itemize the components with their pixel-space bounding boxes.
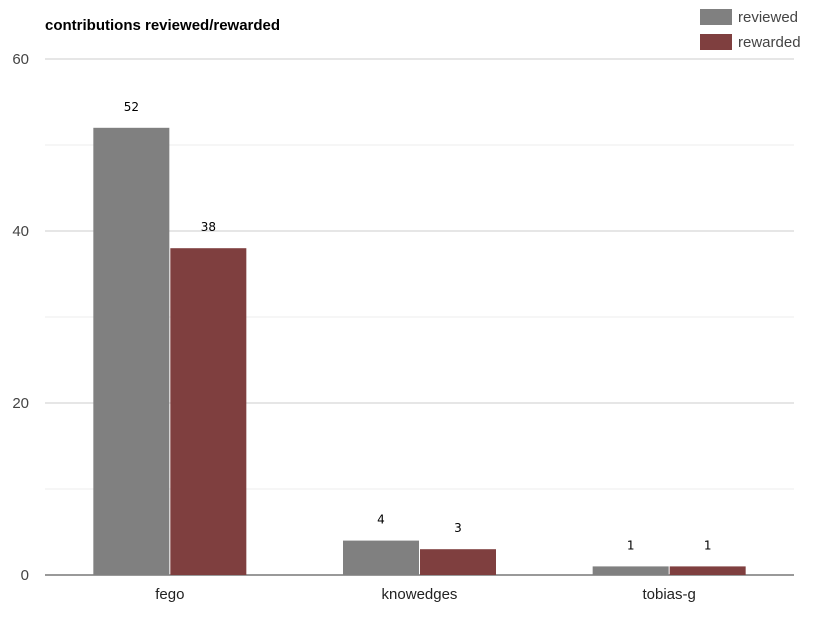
x-axis: fego knowedges tobias-g [155,586,696,603]
y-tick-label: 20 [12,395,29,412]
bar-reviewed [343,540,419,575]
legend-label-reviewed: reviewed [738,9,798,26]
x-tick-label: tobias-g [642,586,695,603]
y-tick-label: 60 [12,51,29,68]
legend-swatch-rewarded [700,34,732,50]
grid-lines [45,58,794,490]
bar-rewarded [669,566,746,575]
chart-title: contributions reviewed/rewarded [45,17,280,34]
data-label: 3 [454,521,462,535]
y-tick-label: 0 [21,567,29,584]
legend-label-rewarded: rewarded [738,34,801,51]
data-label: 1 [704,538,712,552]
bars: 52 38 4 3 1 1 [93,100,746,576]
legend: reviewed rewarded [700,9,801,51]
data-label: 52 [124,100,139,114]
data-label: 38 [201,220,216,234]
x-tick-label: fego [155,586,184,603]
bar-rewarded [420,549,496,575]
data-label: 4 [377,513,385,527]
y-axis: 0 20 40 60 [12,51,794,584]
bar-rewarded [170,248,247,575]
y-tick-label: 40 [12,223,29,240]
legend-swatch-reviewed [700,9,732,25]
bar-reviewed [592,566,669,575]
data-label: 1 [627,538,635,552]
x-tick-label: knowedges [382,586,458,603]
bar-reviewed [93,127,170,576]
